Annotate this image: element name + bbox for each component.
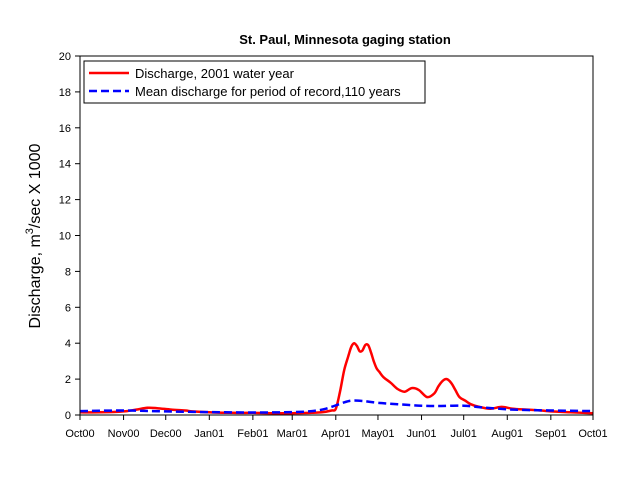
y-tick-label: 12 — [59, 195, 71, 207]
y-tick-label: 10 — [59, 231, 71, 243]
y-axis: 0 2 4 6 8 10 12 14 16 18 20 — [59, 51, 80, 422]
x-tick-label: Nov00 — [108, 428, 140, 440]
x-tick-label: Apr01 — [321, 428, 350, 440]
legend-box — [83, 60, 426, 104]
y-tick-label: 4 — [65, 338, 71, 350]
x-tick-label: Jan01 — [194, 428, 224, 440]
legend-label-discharge-2001: Discharge, 2001 water year — [135, 66, 295, 81]
x-tick-label: Feb01 — [237, 428, 268, 440]
y-tick-label: 2 — [65, 374, 71, 386]
y-tick-label: 20 — [59, 51, 71, 63]
legend: Discharge, 2001 water year Mean discharg… — [83, 60, 426, 104]
x-tick-label: Dec00 — [150, 428, 182, 440]
x-tick-label: Sep01 — [535, 428, 567, 440]
legend-label-mean-discharge: Mean discharge for period of record,110 … — [135, 84, 401, 99]
x-tick-label: Jul01 — [451, 428, 477, 440]
y-axis-label-sup: 3 — [24, 228, 36, 234]
series-line-mean-discharge — [79, 399, 594, 414]
x-tick-label: May01 — [361, 428, 394, 440]
y-tick-label: 0 — [65, 410, 71, 422]
series-line-discharge-2001 — [79, 341, 594, 415]
svg-text:Discharge, m3/sec X 1000: Discharge, m3/sec X 1000 — [24, 143, 44, 328]
x-tick-label: Mar01 — [277, 428, 308, 440]
x-tick-label: Oct01 — [578, 428, 607, 440]
plot-frame — [79, 55, 594, 416]
y-tick-label: 6 — [65, 302, 71, 314]
x-axis: Oct00 Nov00 Dec00 Jan01 Feb01 Mar01 Apr01 May01… — [65, 415, 608, 440]
y-axis-label: Discharge, m3/sec X 1000 — [24, 143, 44, 328]
y-tick-label: 14 — [59, 159, 71, 171]
x-tick-label: Jun01 — [407, 428, 437, 440]
y-tick-label: 8 — [65, 266, 71, 278]
x-tick-label: Aug01 — [491, 428, 523, 440]
x-tick-label: Oct00 — [65, 428, 94, 440]
chart-title: St. Paul, Minnesota gaging station — [239, 32, 451, 47]
y-tick-label: 18 — [59, 87, 71, 99]
y-axis-label-pre: Discharge, m — [27, 234, 44, 328]
y-tick-label: 16 — [59, 123, 71, 135]
plot-lines — [79, 341, 594, 415]
y-axis-label-post: /sec X 1000 — [27, 143, 44, 228]
